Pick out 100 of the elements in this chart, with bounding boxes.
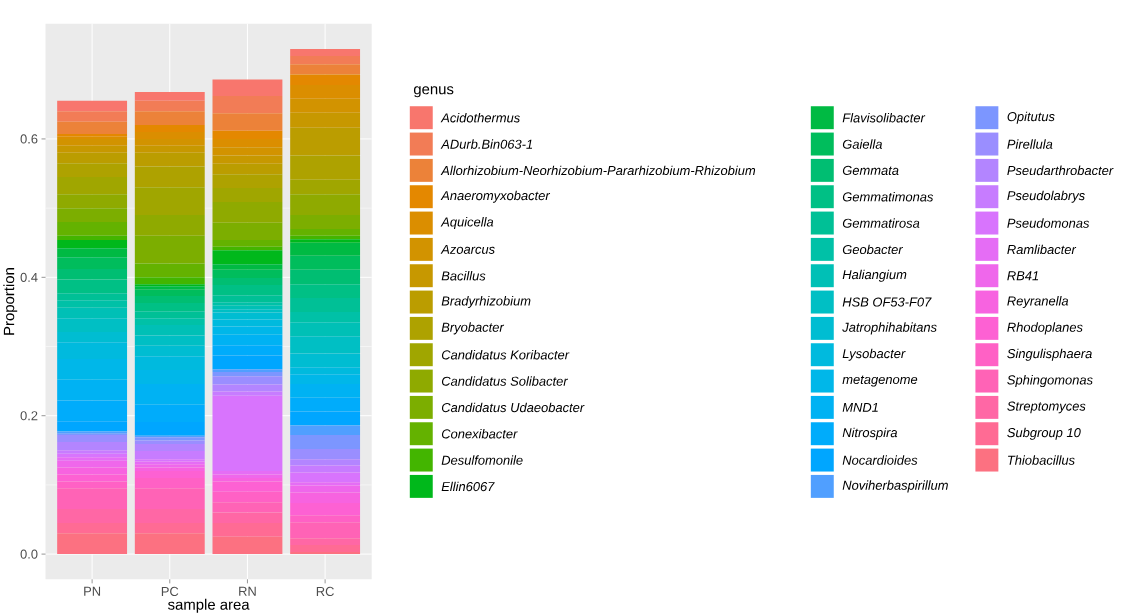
legend-label: Candidatus Solibacter bbox=[441, 376, 569, 386]
legend-label: ADurb.Bin063-1 bbox=[440, 139, 533, 149]
bar bbox=[290, 502, 361, 516]
legend-label: MND1 bbox=[842, 402, 878, 412]
bar bbox=[134, 311, 205, 319]
legend-label: Bradyrhizobium bbox=[441, 296, 531, 309]
bar bbox=[57, 235, 128, 240]
bar bbox=[134, 111, 205, 126]
bar bbox=[290, 64, 361, 75]
bar bbox=[212, 96, 283, 114]
bar bbox=[290, 255, 361, 270]
bar bbox=[57, 450, 128, 454]
bar bbox=[290, 239, 361, 243]
bar bbox=[290, 228, 361, 236]
legend-label: Allorhizobium-Neorhizobium-Pararhizobium-Rhizobium bbox=[440, 165, 756, 176]
legend-label: Gaiella bbox=[842, 139, 883, 149]
bar bbox=[57, 194, 128, 209]
bar bbox=[212, 250, 283, 265]
bar bbox=[290, 269, 361, 285]
legend-label: Reyranella bbox=[1007, 296, 1069, 309]
x-tick-label: RC bbox=[316, 586, 334, 596]
bar bbox=[57, 522, 128, 534]
bar bbox=[212, 502, 283, 513]
bar bbox=[57, 221, 128, 236]
bar bbox=[290, 538, 361, 546]
bar bbox=[57, 111, 128, 122]
bar bbox=[212, 302, 283, 306]
legend-label: Bryobacter bbox=[441, 322, 505, 335]
legend-label: Pseudomonas bbox=[1007, 218, 1090, 228]
bar bbox=[57, 293, 128, 301]
bar bbox=[134, 100, 205, 112]
bar bbox=[134, 509, 205, 523]
legend-title: genus bbox=[413, 86, 454, 98]
bar bbox=[212, 284, 283, 296]
bar bbox=[57, 300, 128, 308]
legend-label: Azoarcus bbox=[440, 244, 495, 254]
legend-label: Streptomyces bbox=[1007, 401, 1086, 414]
bar bbox=[212, 201, 283, 223]
bar bbox=[212, 309, 283, 313]
bar bbox=[290, 322, 361, 337]
bar bbox=[57, 239, 128, 249]
bar bbox=[290, 298, 361, 312]
bar bbox=[290, 435, 361, 449]
bar bbox=[290, 448, 361, 460]
x-tick-label: PC bbox=[161, 586, 179, 596]
bar bbox=[290, 459, 361, 466]
bar bbox=[134, 295, 205, 303]
bar bbox=[134, 302, 205, 312]
legend-label: Geobacter bbox=[842, 244, 904, 255]
bar bbox=[57, 279, 128, 294]
bar bbox=[290, 194, 361, 216]
bar bbox=[57, 269, 128, 280]
bar bbox=[212, 269, 283, 278]
bar bbox=[212, 113, 283, 131]
bar bbox=[134, 325, 205, 336]
bar bbox=[290, 336, 361, 354]
legend-label: Acidothermus bbox=[440, 112, 520, 123]
legend-label: Gemmatirosa bbox=[842, 218, 920, 228]
legend-label: Gemmata bbox=[842, 165, 899, 175]
bar bbox=[134, 471, 205, 478]
bar bbox=[212, 188, 283, 202]
y-axis-title: Proportion bbox=[3, 268, 18, 335]
bar bbox=[290, 155, 361, 180]
legend-label: Ramlibacter bbox=[1007, 244, 1077, 255]
bar bbox=[212, 264, 283, 270]
bar bbox=[57, 318, 128, 332]
legend-label: Pirellula bbox=[1007, 139, 1053, 149]
legend-label: Bacillus bbox=[441, 270, 486, 281]
x-tick-label: RN bbox=[239, 586, 256, 596]
bar bbox=[134, 263, 205, 278]
bar bbox=[134, 450, 205, 460]
bar bbox=[290, 515, 361, 523]
bar bbox=[134, 91, 205, 101]
bar bbox=[134, 477, 205, 489]
legend-label: Pseudarthrobacter bbox=[1007, 165, 1114, 176]
legend-label: Conexibacter bbox=[441, 428, 518, 439]
bar bbox=[134, 488, 205, 510]
bar bbox=[134, 522, 205, 534]
x-axis-title: sample area bbox=[168, 598, 250, 613]
bar bbox=[57, 100, 128, 112]
bar bbox=[290, 311, 361, 323]
legend-label: Opitutus bbox=[1007, 111, 1055, 124]
bar bbox=[290, 179, 361, 195]
bar bbox=[290, 48, 361, 56]
bar bbox=[290, 55, 361, 65]
legend-label: Subgroup 10 bbox=[1007, 427, 1081, 440]
legend-label: metagenome bbox=[842, 375, 918, 387]
legend-label: Aquicella bbox=[440, 217, 494, 230]
bar bbox=[134, 335, 205, 346]
bar bbox=[212, 536, 283, 555]
bar bbox=[57, 208, 128, 222]
bar bbox=[57, 121, 128, 135]
bar bbox=[212, 391, 283, 396]
bar bbox=[290, 522, 361, 539]
legend-label: Nitrospira bbox=[842, 427, 898, 440]
legend-label: Rhodoplanes bbox=[1007, 322, 1083, 335]
bar bbox=[134, 444, 205, 451]
legend-label: Singulisphaera bbox=[1007, 348, 1092, 361]
bar bbox=[57, 509, 128, 523]
bar bbox=[57, 435, 128, 442]
